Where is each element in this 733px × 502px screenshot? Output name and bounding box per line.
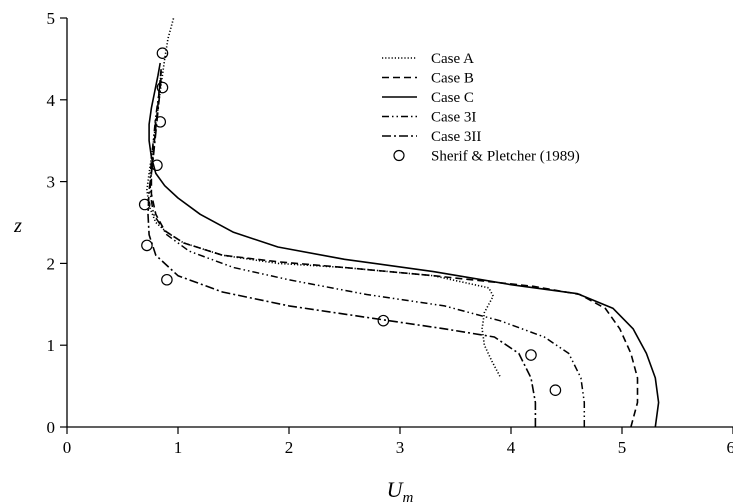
legend-case-b-label: Case B (431, 71, 474, 87)
series-sherif-pletcher-1989-point-0 (156, 47, 169, 59)
x-tick-label-6: 6 (727, 438, 733, 457)
y-tick-label-5: 5 (47, 9, 56, 28)
series-sherif-pletcher-1989-point-6 (161, 273, 173, 286)
legend-case-a: Case A (382, 51, 474, 67)
series-case-c-line (148, 62, 660, 428)
legend: Case A Case B Case C Case 3I Case 3II Sherif … (382, 51, 580, 165)
series-case-3i-line (149, 71, 586, 427)
series-sherif-pletcher-1989-point-8 (525, 349, 537, 361)
x-tick-label-0: 0 (63, 438, 72, 457)
y-axis-title: z (13, 215, 22, 237)
series-case-3ii-line (147, 75, 537, 427)
series-sherif-pletcher-1989-point-7 (377, 314, 390, 327)
x-tick-label-4: 4 (507, 438, 516, 457)
series-sherif-pletcher-1989-point-4 (138, 198, 151, 211)
legend-case-c-label: Case C (431, 90, 474, 106)
legend-sherif-pletcher-1989-swatch (393, 149, 405, 162)
x-axis-title: Um (387, 477, 414, 502)
series-sherif-pletcher-1989-point-2 (154, 116, 167, 128)
y-tick-label-1: 1 (47, 336, 56, 355)
series-sherif-pletcher-1989-point-3 (151, 159, 163, 172)
x-axis-title-sub: m (403, 490, 414, 502)
x-axis-title-main: U (387, 477, 405, 502)
axes: 0 1 2 3 4 5 6 0 1 2 3 4 5 (47, 9, 733, 457)
legend-case-3ii-label: Case 3II (431, 129, 481, 145)
legend-case-3i: Case 3I (382, 110, 476, 126)
legend-case-b: Case B (382, 71, 474, 87)
series-sherif-pletcher-1989 (138, 47, 562, 396)
legend-case-3ii: Case 3II (382, 129, 481, 145)
series-layer (138, 17, 660, 428)
series-sherif-pletcher-1989-point-1 (156, 81, 169, 94)
x-tick-label-1: 1 (174, 438, 183, 457)
legend-case-3i-label: Case 3I (431, 110, 476, 126)
y-tick-label-0: 0 (47, 418, 56, 437)
series-case-b-line (150, 67, 639, 428)
x-tick-label-5: 5 (618, 438, 627, 457)
x-tick-label-2: 2 (285, 438, 294, 457)
y-tick-label-4: 4 (47, 91, 56, 110)
series-sherif-pletcher-1989-point-5 (141, 239, 153, 252)
legend-sherif-pletcher-1989-label: Sherif & Pletcher (1989) (431, 149, 580, 165)
legend-sherif-pletcher-1989: Sherif & Pletcher (1989) (393, 149, 580, 165)
x-tick-label-3: 3 (396, 438, 405, 457)
y-tick-label-2: 2 (47, 254, 56, 273)
legend-case-a-label: Case A (431, 51, 474, 67)
legend-case-c: Case C (382, 90, 474, 106)
y-tick-label-3: 3 (47, 173, 56, 192)
series-sherif-pletcher-1989-point-9 (549, 384, 562, 396)
